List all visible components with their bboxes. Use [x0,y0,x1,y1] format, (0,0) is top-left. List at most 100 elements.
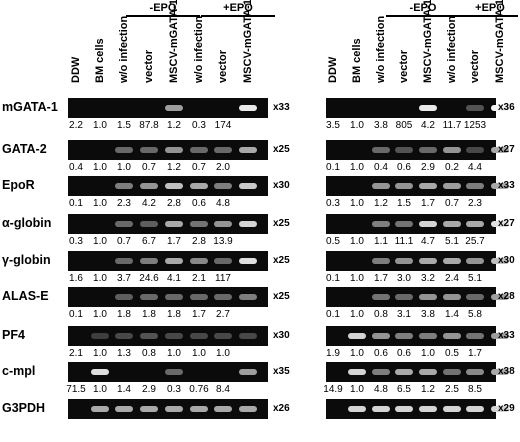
left-quant-value: 13.9 [213,236,233,247]
right-gel-band [443,294,461,300]
right-quant-value: 5.8 [468,309,482,320]
left-quant-value: 0.1 [69,309,83,320]
left-gel-band [165,221,183,227]
left-gel-band [214,333,232,339]
right-gel-band [443,406,461,412]
right-column-header-label: MSCV-mGATA-1 [494,0,506,83]
left-column-header: MSCV-mGATA-1 [238,0,258,89]
right-gel-band [466,183,484,189]
left-column-header: w/o infection [114,6,134,89]
right-quant-value: 4.8 [374,384,388,395]
left-group-minus-epo: -EPO [149,2,177,14]
right-quant-value: 0.5 [326,236,340,247]
left-multiplier: x26 [273,403,290,414]
right-column-header-label: MSCV-mGATA-1 [422,0,434,83]
right-gel-band [466,258,484,264]
right-group-minus-epo: -EPO [409,2,437,14]
right-gel-strip [326,287,509,307]
left-gel-band [140,258,158,264]
left-gel-band [214,406,232,412]
right-quant-value: 0.7 [445,198,459,209]
right-gel-band [466,105,484,111]
left-column-header: DDW [66,6,86,89]
right-gel-band [419,183,437,189]
left-quant-value: 4.8 [216,198,230,209]
left-quant-value: 0.4 [69,162,83,173]
right-multiplier: x27 [498,218,515,229]
left-quant-value: 1.0 [93,384,107,395]
right-group-plus-epo: +EPO [475,2,505,14]
right-gel-band [419,294,437,300]
right-quant-value: 4.2 [421,120,435,131]
left-gel-strip [68,140,268,160]
right-column-header: vector [394,6,414,89]
right-column-header: w/o infection [442,6,462,89]
left-multiplier: x30 [273,330,290,341]
left-quant-value: 71.5 [66,384,86,395]
right-gel-band [466,369,484,375]
left-quant-value: 8.4 [216,384,230,395]
left-gel-band [115,333,133,339]
right-quant-value: 2.5 [445,384,459,395]
right-quant-value: 1.7 [468,348,482,359]
right-column-header-label: DDW [327,56,339,83]
left-gel-strip [68,98,268,118]
left-quant-value: 1.0 [93,348,107,359]
left-quant-value: 4.1 [167,273,181,284]
left-quant-value: 0.6 [192,198,206,209]
right-quant-value: 3.0 [397,273,411,284]
left-quant-value: 0.7 [117,236,131,247]
left-gel-band [190,258,208,264]
left-quant-value: 117 [215,273,231,284]
right-quant-value: 3.8 [374,120,388,131]
left-gel-band [115,183,133,189]
right-gel-band [491,294,509,300]
right-group-minus-line [386,15,460,17]
right-quant-value: 3.2 [421,273,435,284]
left-column-header: vector [213,6,233,89]
right-multiplier: x29 [498,403,515,414]
row-label: EpoR [2,178,35,192]
left-gel-band [165,369,183,375]
right-gel-band [419,105,437,111]
right-gel-band [466,333,484,339]
right-gel-band [491,183,509,189]
right-quant-value: 0.2 [445,162,459,173]
right-gel-band [443,333,461,339]
right-gel-band [372,221,390,227]
left-quant-value: 1.0 [117,162,131,173]
right-quant-value: 1.0 [350,120,364,131]
left-quant-value: 1.0 [216,348,230,359]
right-column-header: w/o infection [371,6,391,89]
left-column-header-label: BM cells [94,38,106,83]
left-quant-value: 2.7 [216,309,230,320]
right-gel-band [395,221,413,227]
right-gel-band [372,294,390,300]
right-quant-value: 5.1 [468,273,482,284]
left-quant-value: 1.0 [93,273,107,284]
right-column-header: vector [465,6,485,89]
left-quant-value: 1.2 [167,120,181,131]
right-gel-band [372,369,390,375]
right-column-header-label: vector [469,49,481,83]
left-group-plus-epo: +EPO [223,2,253,14]
left-gel-strip [68,399,268,419]
left-column-header: BM cells [90,6,110,89]
left-column-header-label: MSCV-mGATA-1 [168,0,180,83]
left-quant-value: 0.3 [69,236,83,247]
right-gel-band [443,221,461,227]
left-quant-value: 87.8 [139,120,159,131]
left-quant-value: 1.5 [117,120,131,131]
row-label: GATA-2 [2,142,47,156]
right-column-header: BM cells [347,6,367,89]
right-quant-value: 0.1 [326,309,340,320]
left-gel-strip [68,287,268,307]
left-gel-strip [68,251,268,271]
right-gel-band [419,406,437,412]
right-gel-band [466,147,484,153]
left-gel-band [140,147,158,153]
left-multiplier: x33 [273,102,290,113]
left-quant-value: 2.9 [142,384,156,395]
right-quant-value: 1.0 [421,348,435,359]
left-gel-band [115,406,133,412]
